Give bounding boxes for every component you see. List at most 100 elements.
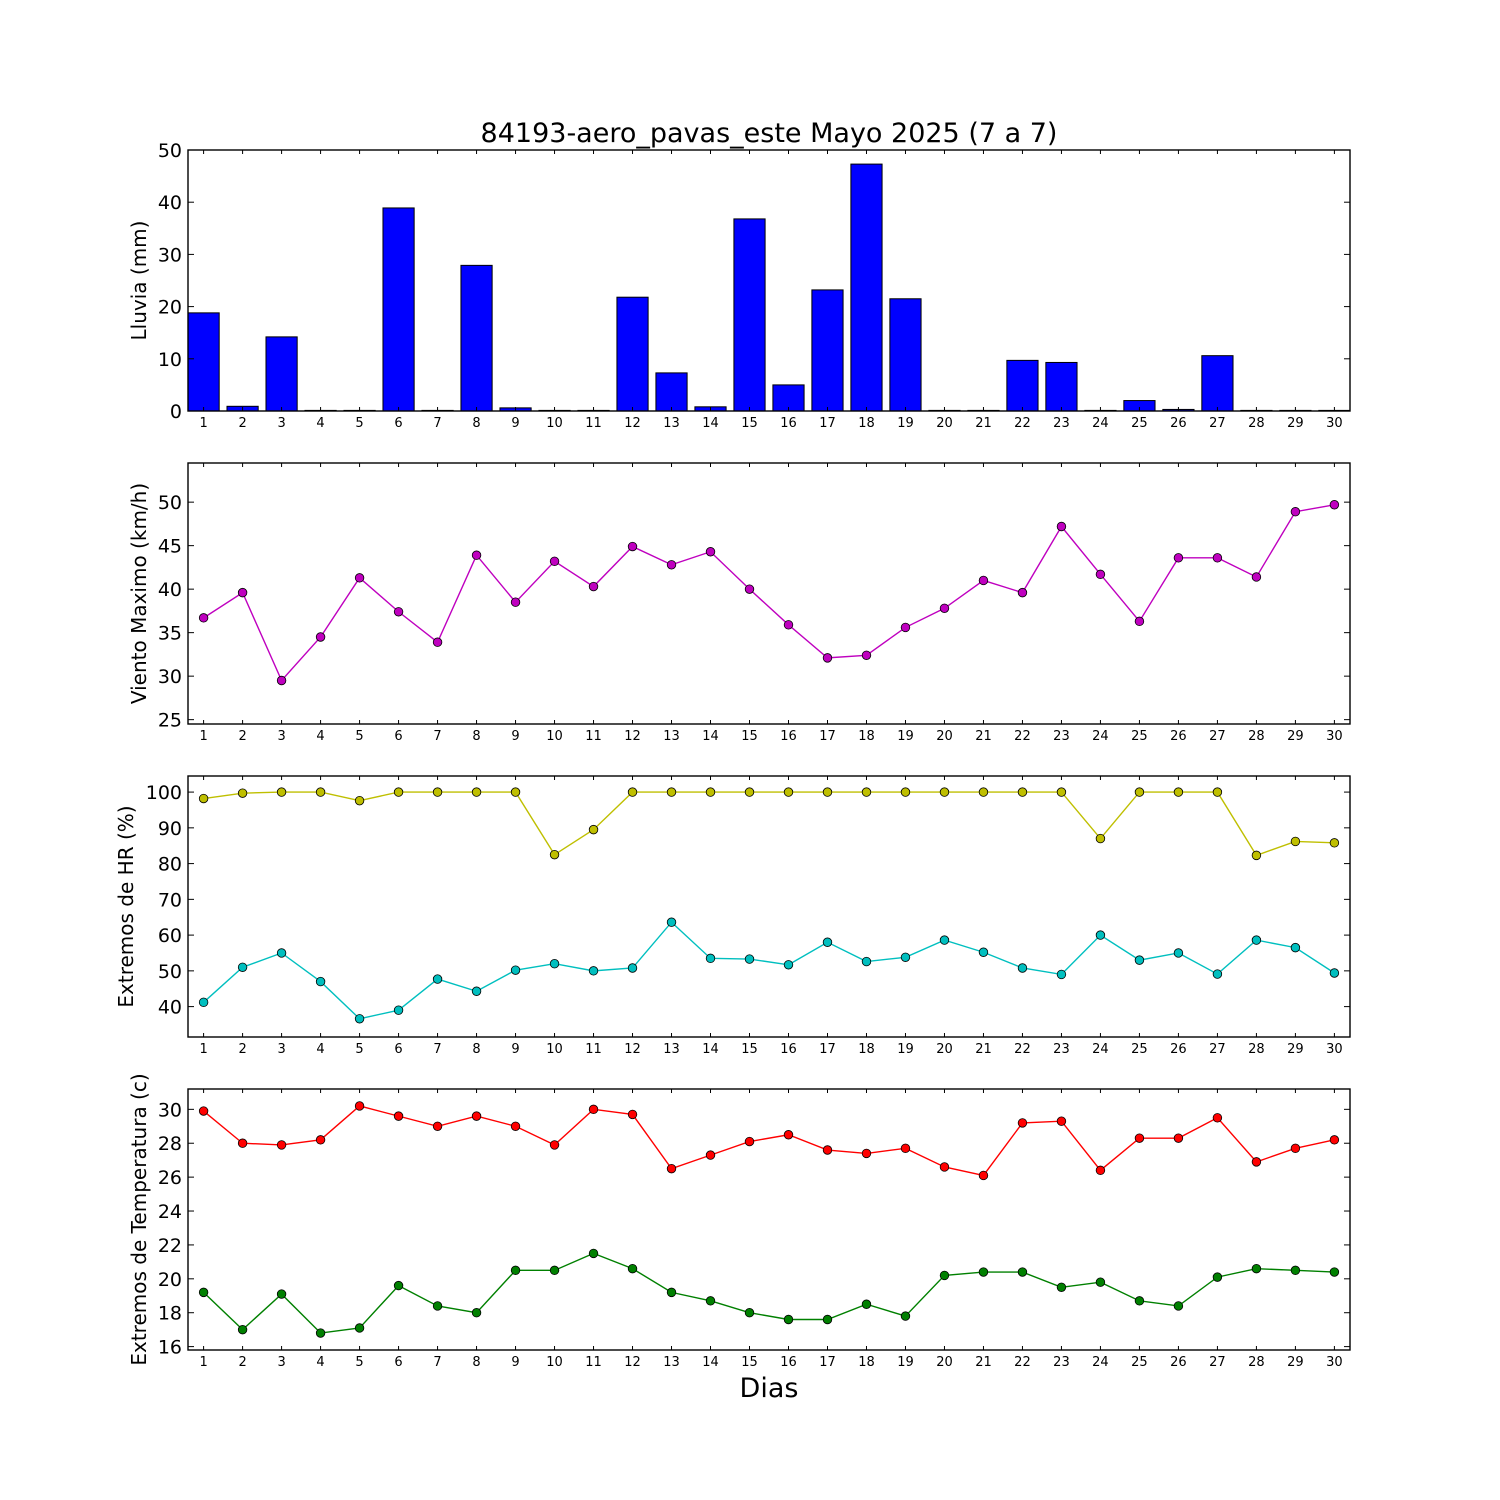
data-point xyxy=(588,824,599,835)
data-point xyxy=(861,650,872,660)
x-tick-label: 4 xyxy=(316,729,324,744)
data-point xyxy=(354,1323,365,1333)
data-point xyxy=(1173,948,1184,958)
x-tick-label: 12 xyxy=(624,416,641,431)
data-point xyxy=(627,963,638,973)
data-point xyxy=(666,560,677,570)
x-tick-label: 10 xyxy=(546,729,563,744)
data-point xyxy=(1290,1265,1301,1276)
x-tick-label: 25 xyxy=(1131,1355,1148,1370)
x-tick-label: 17 xyxy=(819,1355,836,1370)
data-point xyxy=(900,1311,911,1321)
x-tick-label: 1 xyxy=(199,729,207,744)
y-tick-label: 50 xyxy=(158,140,182,162)
data-point xyxy=(900,787,911,797)
x-tick-label: 7 xyxy=(433,1042,441,1057)
series-line xyxy=(203,1252,1335,1334)
panel-3-series-1 xyxy=(198,787,1340,861)
y-tick-label: 30 xyxy=(158,244,182,266)
data-point xyxy=(354,573,365,583)
x-tick-label: 22 xyxy=(1014,729,1031,744)
x-tick-label: 9 xyxy=(511,729,519,744)
data-point xyxy=(198,1287,209,1298)
y-tick-label: 70 xyxy=(158,889,182,911)
x-tick-label: 7 xyxy=(433,729,441,744)
x-tick-label: 15 xyxy=(741,1355,758,1370)
data-point xyxy=(393,607,404,617)
x-tick-label: 29 xyxy=(1287,729,1304,744)
x-tick-label: 25 xyxy=(1131,729,1148,744)
y-axis-label: Lluvia (mm) xyxy=(127,221,151,341)
data-point xyxy=(276,1140,287,1150)
x-tick-label: 29 xyxy=(1287,1042,1304,1057)
y-tick-label: 30 xyxy=(158,1099,182,1121)
data-point xyxy=(1290,942,1301,953)
data-point xyxy=(198,793,209,804)
x-tick-label: 28 xyxy=(1248,729,1265,744)
x-tick-label: 25 xyxy=(1131,1042,1148,1057)
data-point xyxy=(627,1109,638,1120)
x-tick-label: 3 xyxy=(277,729,285,744)
x-tick-label: 9 xyxy=(511,1355,519,1370)
x-tick-label: 7 xyxy=(433,416,441,431)
data-point xyxy=(783,960,794,970)
x-tick-label: 29 xyxy=(1287,1355,1304,1370)
y-tick-label: 40 xyxy=(158,192,182,214)
data-point xyxy=(393,1111,404,1121)
y-tick-label: 20 xyxy=(158,1269,182,1291)
x-tick-label: 2 xyxy=(238,1042,246,1057)
y-tick-label: 18 xyxy=(158,1303,182,1325)
data-point xyxy=(1095,1165,1106,1176)
x-tick-label: 6 xyxy=(394,1042,402,1057)
x-tick-label: 30 xyxy=(1326,1355,1343,1370)
rain-bar xyxy=(850,163,883,412)
rain-bar xyxy=(616,296,649,412)
data-point xyxy=(666,787,677,797)
data-point xyxy=(315,632,326,642)
x-tick-label: 30 xyxy=(1326,1042,1343,1057)
x-tick-label: 10 xyxy=(546,416,563,431)
data-point xyxy=(1134,1296,1145,1306)
data-point xyxy=(1290,1143,1301,1154)
data-point xyxy=(822,653,833,663)
data-point xyxy=(783,1314,794,1325)
data-point xyxy=(822,787,833,797)
x-tick-label: 26 xyxy=(1170,416,1187,431)
y-tick-label: 35 xyxy=(158,623,182,645)
data-point xyxy=(1056,969,1067,980)
data-point xyxy=(1251,572,1262,582)
y-tick-label: 40 xyxy=(158,579,182,601)
data-point xyxy=(1173,1133,1184,1143)
data-point xyxy=(1251,935,1262,945)
data-point xyxy=(666,1287,677,1298)
x-tick-label: 23 xyxy=(1053,1355,1070,1370)
x-tick-label: 26 xyxy=(1170,1042,1187,1057)
data-point xyxy=(1134,616,1145,627)
data-point xyxy=(705,787,716,797)
x-tick-label: 19 xyxy=(897,416,914,431)
data-point xyxy=(900,1143,911,1154)
data-point xyxy=(549,556,560,567)
x-tick-label: 26 xyxy=(1170,729,1187,744)
data-point xyxy=(978,1170,989,1181)
data-point xyxy=(588,1248,599,1259)
panel-2-series-1 xyxy=(198,500,1340,686)
rain-bar xyxy=(889,298,922,412)
data-point xyxy=(1095,833,1106,844)
series-line xyxy=(203,504,1335,682)
data-point xyxy=(1329,838,1340,848)
data-point xyxy=(627,787,638,797)
x-tick-label: 1 xyxy=(199,1355,207,1370)
x-tick-label: 8 xyxy=(472,1042,480,1057)
data-point xyxy=(549,1140,560,1150)
data-point xyxy=(588,1104,599,1115)
data-point xyxy=(549,849,560,860)
data-point xyxy=(1056,787,1067,797)
y-tick-label: 50 xyxy=(158,492,182,514)
data-point xyxy=(1017,963,1028,973)
x-tick-label: 6 xyxy=(394,416,402,431)
data-point xyxy=(978,947,989,957)
y-tick-label: 20 xyxy=(158,297,182,319)
x-tick-label: 25 xyxy=(1131,416,1148,431)
